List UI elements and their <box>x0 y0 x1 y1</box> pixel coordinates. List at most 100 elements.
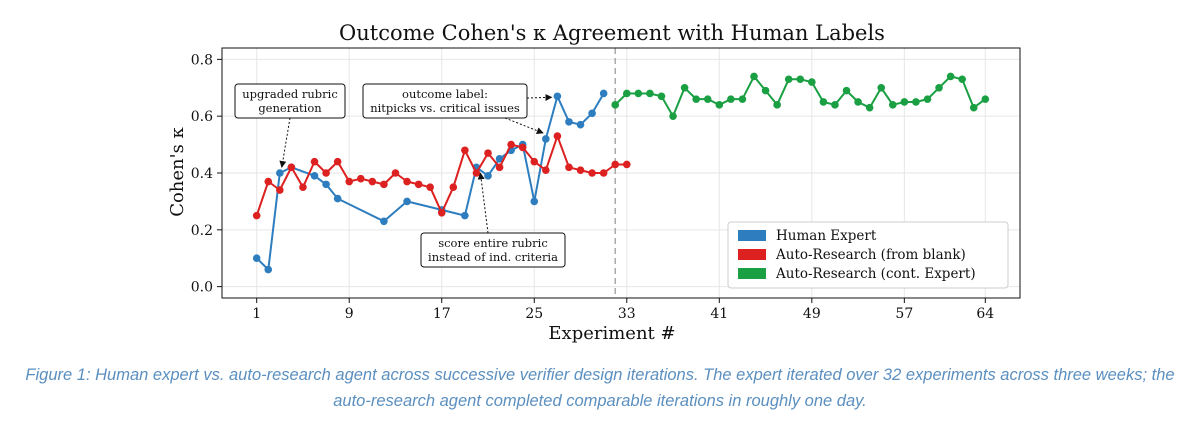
data-point <box>634 89 643 98</box>
annotation-3: outcome label:nitpicks vs. critical issu… <box>362 83 553 134</box>
legend-swatch <box>738 268 766 279</box>
legend: Human Expert Auto-Research (from blank) Au… <box>727 221 1009 289</box>
data-point <box>553 92 562 101</box>
data-point <box>576 120 585 129</box>
data-point <box>310 157 319 166</box>
data-point <box>935 83 943 92</box>
annotation-text: outcome label: <box>402 87 488 101</box>
x-tick-label: 1 <box>252 306 261 322</box>
data-point <box>356 174 365 183</box>
data-point <box>842 86 851 95</box>
data-point <box>611 160 620 169</box>
data-point <box>565 118 573 126</box>
data-point <box>599 89 608 98</box>
data-point <box>276 186 284 194</box>
data-point <box>449 183 458 192</box>
annotation-text: upgraded rubric <box>242 87 338 101</box>
data-point <box>923 95 932 103</box>
data-point <box>981 95 990 103</box>
data-point <box>750 72 758 81</box>
data-point <box>819 98 828 106</box>
data-point <box>703 95 712 103</box>
data-point <box>252 254 261 263</box>
x-tick-label: 17 <box>433 306 451 322</box>
legend-swatch <box>738 230 766 241</box>
data-point <box>495 154 504 163</box>
annotation-arrow <box>504 117 544 134</box>
data-point <box>669 112 677 120</box>
data-point <box>796 75 805 84</box>
data-point <box>333 157 342 166</box>
data-point <box>900 98 909 106</box>
data-point <box>345 177 354 186</box>
data-point <box>565 163 573 172</box>
data-point <box>380 180 388 189</box>
x-tick-label: 25 <box>525 306 543 322</box>
legend-box <box>727 221 1009 289</box>
data-point <box>495 163 504 172</box>
data-point <box>276 169 284 177</box>
series-2 <box>252 132 631 220</box>
data-point <box>322 180 330 189</box>
data-point <box>680 83 689 92</box>
data-point <box>622 89 631 98</box>
legend-item: Human Expert <box>738 228 877 244</box>
annotation-text: nitpicks vs. critical issues <box>370 101 520 115</box>
data-point <box>877 83 886 92</box>
data-point <box>599 169 608 177</box>
data-point <box>553 132 562 140</box>
data-point <box>426 183 434 192</box>
data-point <box>403 177 411 186</box>
data-point <box>865 103 874 112</box>
data-point <box>530 157 539 166</box>
series-1 <box>252 89 608 274</box>
data-point <box>692 95 700 103</box>
x-tick-label: 9 <box>345 306 354 322</box>
x-tick-label: 57 <box>895 306 913 322</box>
legend-item: Auto-Research (cont. Expert) <box>738 266 976 282</box>
data-point <box>715 101 724 109</box>
y-tick-label: 0.0 <box>191 280 213 296</box>
data-point <box>518 143 527 152</box>
data-point <box>403 197 411 206</box>
data-point <box>530 197 539 206</box>
data-point <box>252 211 261 220</box>
annotation-arrow <box>279 117 291 168</box>
figure-caption: Figure 1: Human expert vs. auto-research… <box>25 366 1175 410</box>
data-point <box>622 160 631 169</box>
annotation-box <box>362 83 528 119</box>
x-tick-label: 41 <box>710 306 728 322</box>
data-point <box>969 103 978 112</box>
x-tick-label: 49 <box>803 306 821 322</box>
annotation-text: instead of ind. criteria <box>428 250 558 264</box>
data-point <box>657 92 666 101</box>
data-point <box>588 109 596 118</box>
data-point <box>761 86 770 95</box>
data-point <box>391 169 400 177</box>
legend-label: Auto-Research (from blank) <box>775 247 966 263</box>
data-point <box>946 72 955 81</box>
annotation-arrow <box>526 93 553 101</box>
x-axis-label: Experiment # <box>548 323 675 344</box>
axis-ticks: 1 9 17 25 33 41 49 57 64 0.0 0.2 0.4 0.6 0.8 <box>191 52 995 322</box>
annotation-arrow <box>477 172 489 234</box>
data-point <box>484 172 492 180</box>
legend-label: Auto-Research (cont. Expert) <box>775 266 976 282</box>
data-point <box>727 95 735 103</box>
y-tick-label: 0.2 <box>191 223 213 239</box>
data-point <box>264 265 273 274</box>
data-point <box>958 75 966 84</box>
data-point <box>854 98 862 106</box>
data-point <box>333 194 342 203</box>
x-tick-label: 64 <box>976 306 994 322</box>
data-point <box>472 169 481 177</box>
y-tick-label: 0.6 <box>191 109 213 125</box>
data-point <box>310 172 319 180</box>
annotation-box <box>420 232 566 268</box>
data-point <box>461 146 469 155</box>
data-point <box>414 180 423 189</box>
data-point <box>368 177 377 186</box>
data-point <box>738 95 747 103</box>
annotation-text: score entire rubric <box>438 236 548 250</box>
